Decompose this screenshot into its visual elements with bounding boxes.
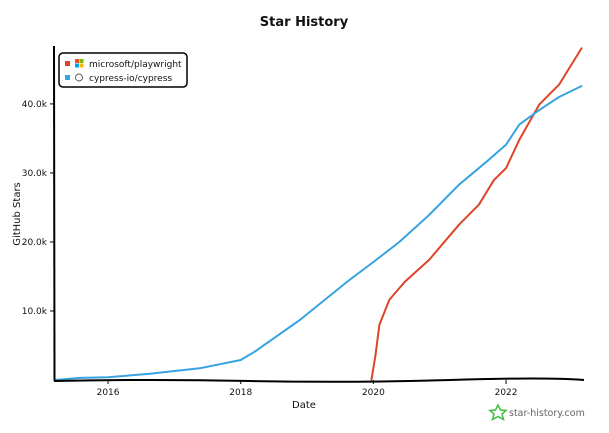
legend-swatch-cypress: [65, 75, 70, 80]
legend-label-cypress: cypress-io/cypress: [89, 74, 172, 84]
data-point: [370, 379, 373, 381]
data-point: [580, 47, 583, 49]
data-point: [518, 123, 521, 126]
series-line-microsoft-playwright: [370, 47, 583, 381]
watermark[interactable]: star-history.com: [488, 403, 585, 422]
legend: microsoft/playwright cypress-io/cypress: [58, 52, 188, 88]
data-point: [580, 85, 583, 87]
data-point: [478, 203, 480, 206]
x-tick-label: 2018: [229, 388, 252, 398]
data-point: [403, 281, 406, 283]
data-point: [488, 159, 490, 161]
data-point: [538, 103, 541, 106]
y-tick-label: 30.0k: [22, 169, 48, 179]
data-point: [458, 183, 460, 186]
data-point: [558, 83, 560, 86]
legend-swatch-playwright: [65, 61, 70, 66]
data-point: [298, 319, 301, 321]
data-point: [558, 96, 560, 98]
y-axis-label: GitHub Stars: [12, 182, 23, 246]
data-point: [428, 214, 430, 216]
data-point: [149, 372, 151, 375]
series-line-cypress-io-cypress: [54, 85, 583, 381]
x-tick-label: 2022: [495, 388, 518, 398]
data-point: [518, 139, 521, 141]
data-point: [378, 323, 381, 326]
legend-label-playwright: microsoft/playwright: [89, 60, 182, 70]
data-point: [239, 359, 242, 361]
data-point: [107, 376, 109, 379]
star-icon: [488, 403, 508, 422]
data-point: [253, 350, 256, 353]
x-axis-label: Date: [292, 400, 316, 411]
chart-title: Star History: [260, 15, 349, 30]
data-point: [198, 367, 201, 370]
watermark-text: star-history.com: [509, 408, 585, 419]
data-point: [79, 377, 82, 379]
y-tick-label: 40.0k: [22, 100, 48, 110]
data-point: [428, 259, 430, 261]
data-point: [493, 179, 495, 181]
data-point: [538, 109, 541, 111]
data-point: [374, 355, 377, 357]
cypress-logo-icon: [75, 73, 83, 82]
y-tick-label: 10.0k: [22, 307, 48, 317]
x-tick-label: 2016: [97, 388, 120, 398]
y-axis-line: [52, 45, 56, 382]
data-point: [372, 261, 375, 263]
data-point: [505, 167, 507, 169]
y-tick-label: 20.0k: [22, 238, 48, 248]
data-point: [388, 299, 391, 301]
x-axis-line: [53, 377, 585, 383]
data-point: [348, 279, 351, 281]
microsoft-logo-icon: [75, 59, 84, 68]
data-point: [398, 241, 401, 243]
data-point: [458, 223, 460, 226]
x-tick-label: 2020: [362, 388, 385, 398]
data-point: [505, 143, 507, 146]
